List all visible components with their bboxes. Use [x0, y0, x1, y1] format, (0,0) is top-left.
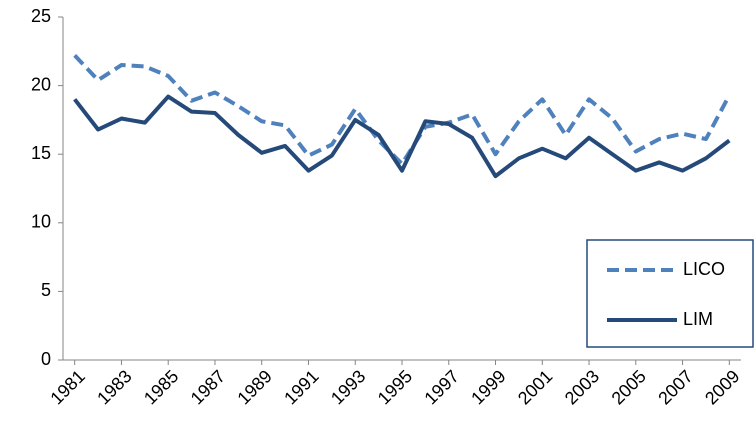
x-tick-label: 2003 [561, 366, 603, 408]
legend: LICO LIM [586, 239, 754, 348]
y-tick-label: 25 [31, 6, 51, 26]
y-tick-label: 20 [31, 74, 51, 94]
y-tick-label: 10 [31, 212, 51, 232]
x-tick-label: 2001 [514, 366, 556, 408]
x-tick-label: 1997 [420, 366, 462, 408]
x-tick-label: 1991 [280, 366, 322, 408]
x-tick-label: 1995 [374, 366, 416, 408]
x-tick-label: 1993 [327, 366, 369, 408]
x-tick-label: 1989 [233, 366, 275, 408]
x-tick-label: 2005 [608, 366, 650, 408]
x-tick-label: 1981 [46, 366, 88, 408]
legend-box [586, 239, 754, 348]
x-tick-label: 2007 [654, 366, 696, 408]
series-line [73, 94, 731, 179]
y-tick-label: 5 [41, 280, 51, 300]
x-tick-label: 1987 [187, 366, 229, 408]
series-line [73, 54, 732, 166]
x-tick-label: 1999 [467, 366, 509, 408]
legend-label: LICO [683, 259, 725, 279]
y-tick-label: 15 [31, 143, 51, 163]
y-tick-label: 0 [41, 349, 51, 369]
x-tick-label: 1985 [140, 366, 182, 408]
legend-label: LIM [683, 309, 713, 329]
x-tick-label: 1983 [93, 366, 135, 408]
x-tick-label: 2009 [701, 366, 743, 408]
